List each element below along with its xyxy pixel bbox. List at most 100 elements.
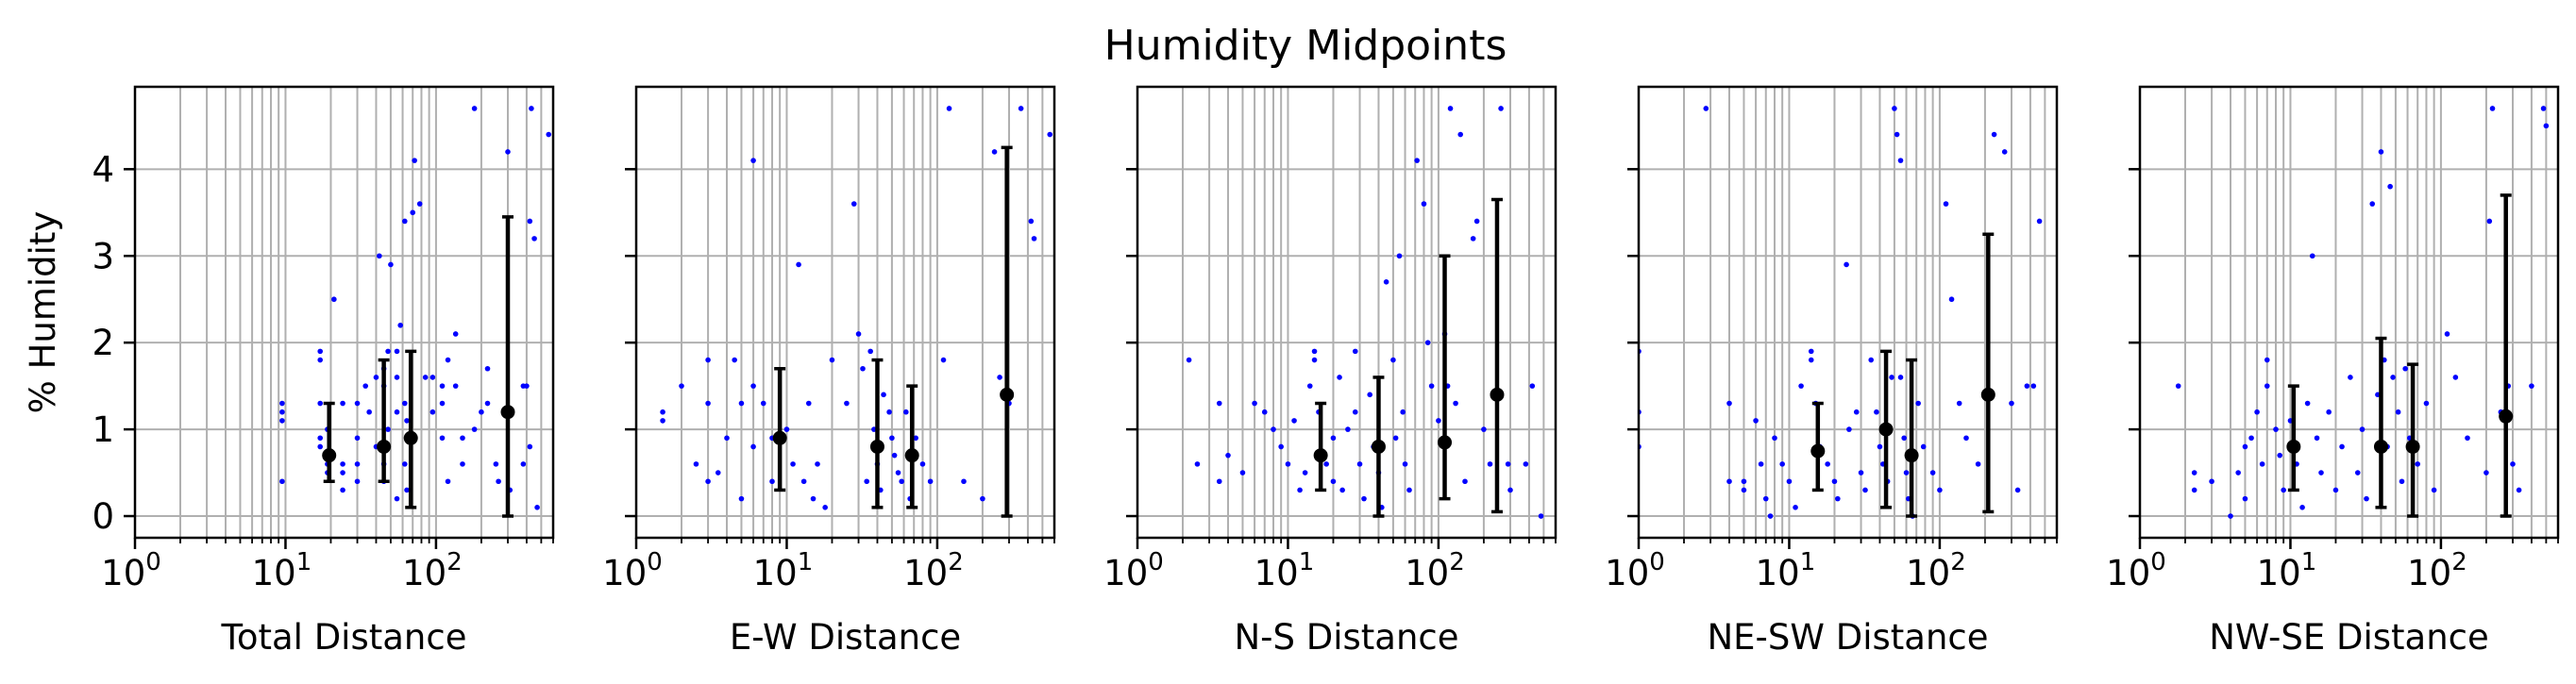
data-point <box>1216 400 1222 407</box>
data-point <box>2281 487 2286 493</box>
data-point <box>1825 461 1830 467</box>
data-point <box>2354 470 2361 475</box>
data-point <box>2254 409 2260 415</box>
data-point <box>2242 443 2248 450</box>
data-point <box>2364 495 2369 502</box>
data-point <box>822 505 828 510</box>
data-point <box>362 383 369 389</box>
data-point <box>1892 106 1897 111</box>
data-point <box>1396 253 1403 259</box>
data-point <box>1937 487 1943 493</box>
data-point <box>1846 426 1852 432</box>
data-point <box>1225 452 1231 459</box>
data-point <box>496 478 501 485</box>
data-point <box>2415 461 2421 467</box>
midpoint-marker <box>2405 439 2420 454</box>
data-point <box>1311 357 1318 363</box>
data-point <box>402 400 408 407</box>
data-point <box>1758 461 1764 467</box>
data-point <box>2014 487 2021 493</box>
midpoint-marker <box>2373 439 2388 454</box>
data-point <box>2359 426 2366 432</box>
data-point <box>732 357 737 363</box>
data-point <box>1031 236 1037 242</box>
subplot-2: 100 101 102 E-W Distance <box>602 85 1056 658</box>
gridlines <box>1137 87 1556 538</box>
data-point <box>889 435 895 442</box>
data-point <box>429 409 436 415</box>
figure-title: Humidity Midpoints <box>1104 22 1507 70</box>
data-point <box>1406 487 1412 493</box>
data-point <box>429 375 436 380</box>
subplot-4: 100 101 102 NE-SW Distance <box>1605 85 2059 658</box>
data-point <box>1767 513 1774 519</box>
data-point <box>2304 400 2311 407</box>
data-point <box>1383 279 1389 285</box>
data-point <box>2332 487 2339 493</box>
data-point <box>1943 201 1949 207</box>
midpoint-marker <box>1904 448 1919 463</box>
data-point <box>2314 435 2320 442</box>
data-point <box>860 365 866 372</box>
data-point <box>2209 478 2214 485</box>
data-point <box>800 478 807 485</box>
data-point <box>366 409 372 415</box>
x-axis-label: NE-SW Distance <box>1707 617 1988 658</box>
data-point <box>1447 106 1454 111</box>
x-axis-label: Total Distance <box>221 617 467 658</box>
data-point <box>1793 505 1798 510</box>
data-point <box>460 461 465 467</box>
data-point <box>354 478 361 485</box>
data-point <box>1877 443 1883 450</box>
data-point <box>340 487 345 493</box>
data-point <box>1920 443 1927 450</box>
data-point <box>2264 357 2270 363</box>
y-axis: 0 1 2 3 4 % Humidity <box>23 149 135 537</box>
y-axis <box>1627 168 1639 518</box>
data-point <box>445 478 451 485</box>
data-point <box>1392 435 1399 442</box>
data-point <box>1047 131 1053 138</box>
gridlines <box>1639 87 2057 538</box>
data-point <box>844 400 850 407</box>
data-point <box>2326 409 2332 415</box>
midpoint-marker <box>1878 422 1894 437</box>
data-point <box>2483 470 2489 475</box>
data-point <box>279 400 285 407</box>
data-point <box>1975 461 1981 467</box>
data-point <box>520 461 527 467</box>
midpoint-series <box>322 215 515 518</box>
data-point <box>886 409 892 415</box>
x-tick-label: 100 <box>1103 548 1164 593</box>
data-point <box>961 478 967 485</box>
data-point <box>1487 461 1493 467</box>
midpoint-marker <box>772 430 787 445</box>
data-point <box>864 478 870 485</box>
data-point <box>331 296 337 303</box>
x-axis-label: N-S Distance <box>1234 617 1458 658</box>
data-point <box>2248 435 2254 442</box>
data-point <box>1261 409 1268 415</box>
midpoint-marker <box>1371 439 1386 454</box>
data-point <box>850 201 857 207</box>
data-point <box>1726 478 1732 485</box>
x-axis-label: E-W Distance <box>730 617 961 658</box>
y-tick-label: 1 <box>92 409 114 450</box>
data-point <box>377 253 382 259</box>
data-point <box>750 383 756 389</box>
data-point <box>940 357 947 363</box>
data-point <box>1018 106 1024 111</box>
data-point <box>980 495 985 502</box>
data-point <box>2036 218 2043 225</box>
data-point <box>1948 296 1955 303</box>
data-point <box>402 218 408 225</box>
data-point <box>1853 409 1860 415</box>
midpoint-series <box>772 145 1015 518</box>
data-point <box>471 426 478 432</box>
data-point <box>2444 331 2450 337</box>
data-point <box>738 400 745 407</box>
data-point <box>1337 375 1342 380</box>
data-point <box>410 209 416 216</box>
data-point <box>2399 478 2405 485</box>
